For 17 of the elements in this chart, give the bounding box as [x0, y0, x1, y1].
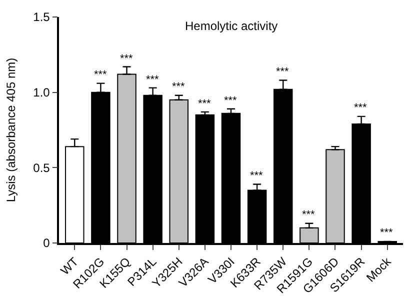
- y-tick-label: 1.0: [33, 86, 50, 100]
- chart-title: Hemolytic activity: [185, 19, 278, 33]
- annotation: ***: [146, 74, 160, 86]
- annotation: ***: [94, 69, 108, 81]
- y-tick-label: 0: [43, 236, 50, 250]
- y-axis-title: Lysis (absorbance 405 nm): [4, 58, 18, 202]
- y-tick-label: 0.5: [33, 160, 50, 175]
- annotation: ***: [276, 66, 290, 78]
- annotation: ***: [198, 98, 212, 110]
- annotation: ***: [250, 170, 264, 182]
- annotation: ***: [302, 209, 316, 221]
- annotation: ***: [120, 53, 134, 65]
- annotation: ***: [380, 227, 394, 239]
- annotation: ***: [172, 81, 186, 93]
- annotation: ***: [354, 102, 368, 114]
- annotation: ***: [224, 95, 238, 107]
- y-tick-label: 1.5: [33, 10, 50, 24]
